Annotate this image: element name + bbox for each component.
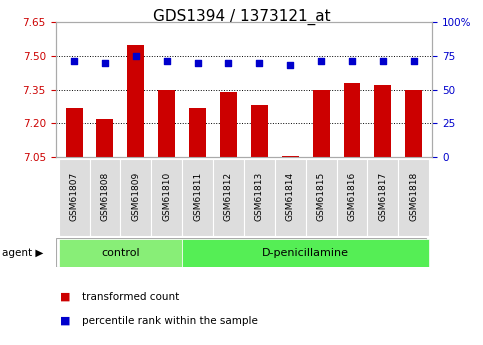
Text: GSM61818: GSM61818: [409, 171, 418, 220]
Text: GSM61810: GSM61810: [162, 171, 171, 220]
Text: GSM61811: GSM61811: [193, 171, 202, 220]
Bar: [151, 159, 182, 236]
Text: GSM61809: GSM61809: [131, 171, 141, 220]
Bar: [337, 159, 368, 236]
Bar: [58, 239, 182, 267]
Bar: [343, 83, 360, 157]
Text: D-penicillamine: D-penicillamine: [262, 248, 349, 258]
Bar: [368, 159, 398, 236]
Text: ■: ■: [60, 292, 71, 302]
Bar: [89, 159, 120, 236]
Point: [379, 59, 387, 64]
Text: percentile rank within the sample: percentile rank within the sample: [82, 316, 258, 326]
Bar: [244, 159, 275, 236]
Bar: [189, 108, 206, 157]
Text: GSM61816: GSM61816: [347, 171, 356, 220]
Bar: [374, 85, 391, 157]
Bar: [306, 159, 337, 236]
Bar: [158, 90, 175, 157]
Text: GSM61817: GSM61817: [378, 171, 387, 220]
Point: [410, 59, 418, 64]
Bar: [66, 108, 83, 157]
Bar: [182, 159, 213, 236]
Bar: [97, 119, 114, 157]
Point: [101, 60, 109, 66]
Point: [70, 59, 78, 64]
Text: ■: ■: [60, 316, 71, 326]
Text: GSM61812: GSM61812: [224, 171, 233, 220]
Bar: [182, 239, 428, 267]
Bar: [120, 159, 151, 236]
Point: [132, 53, 140, 59]
Bar: [282, 156, 298, 157]
Point: [163, 59, 170, 64]
Text: GSM61813: GSM61813: [255, 171, 264, 220]
Bar: [251, 105, 268, 157]
Bar: [313, 90, 329, 157]
Bar: [398, 159, 429, 236]
Point: [194, 60, 201, 66]
Bar: [128, 45, 144, 157]
Bar: [220, 92, 237, 157]
Point: [286, 63, 294, 68]
Bar: [58, 159, 89, 236]
Text: agent ▶: agent ▶: [2, 248, 44, 258]
Text: GSM61807: GSM61807: [70, 171, 79, 220]
Text: GDS1394 / 1373121_at: GDS1394 / 1373121_at: [153, 9, 330, 25]
Text: GSM61815: GSM61815: [317, 171, 326, 220]
Bar: [275, 159, 306, 236]
Bar: [405, 90, 422, 157]
Text: control: control: [101, 248, 140, 258]
Point: [256, 60, 263, 66]
Point: [225, 60, 232, 66]
Bar: [213, 159, 244, 236]
Text: GSM61814: GSM61814: [286, 171, 295, 220]
Point: [348, 59, 356, 64]
Point: [317, 59, 325, 64]
Text: GSM61808: GSM61808: [100, 171, 110, 220]
Text: transformed count: transformed count: [82, 292, 179, 302]
